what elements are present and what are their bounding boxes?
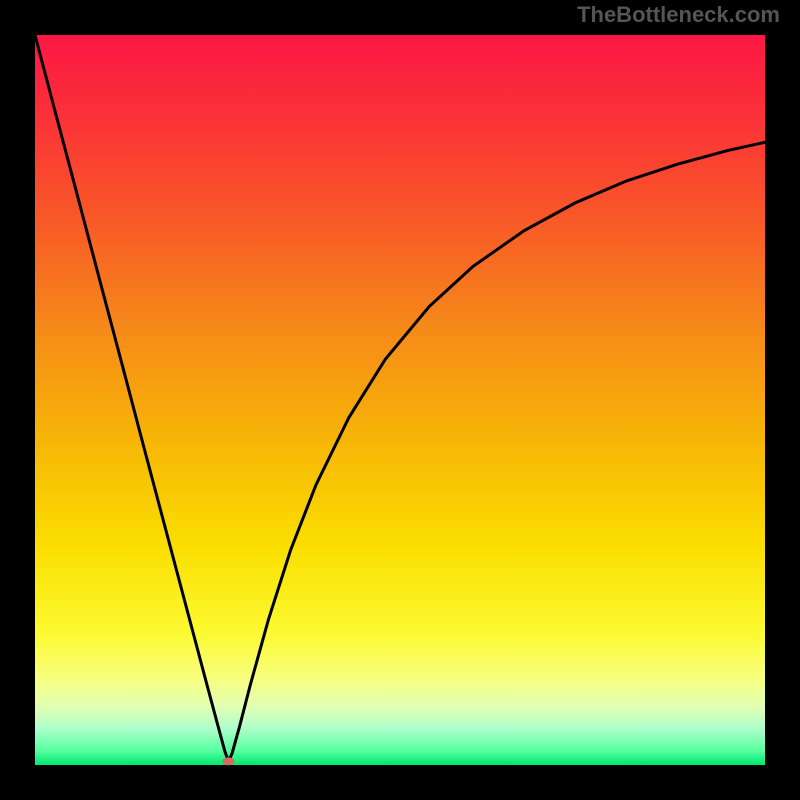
- bottleneck-chart: [0, 0, 800, 800]
- chart-svg: [0, 0, 800, 800]
- watermark-text: TheBottleneck.com: [577, 2, 780, 28]
